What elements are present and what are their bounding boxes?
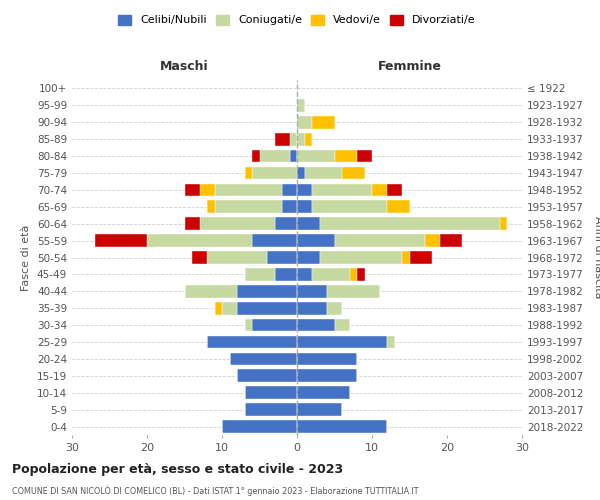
Bar <box>402 251 409 264</box>
Legend: Celibi/Nubili, Coniugati/e, Vedovi/e, Divorziati/e: Celibi/Nubili, Coniugati/e, Vedovi/e, Di… <box>118 14 476 26</box>
Bar <box>349 268 357 280</box>
Bar <box>275 268 297 280</box>
Bar <box>297 404 342 416</box>
Bar <box>290 133 297 145</box>
Bar <box>297 133 305 145</box>
Bar <box>237 285 297 298</box>
Bar <box>297 319 335 332</box>
Bar <box>222 302 237 314</box>
Bar <box>229 352 297 366</box>
Bar <box>252 150 260 162</box>
Bar <box>312 116 335 128</box>
Bar <box>199 184 215 196</box>
Bar <box>439 234 462 247</box>
Bar <box>252 234 297 247</box>
Bar <box>207 336 297 348</box>
Y-axis label: Anni di nascita: Anni di nascita <box>593 216 600 298</box>
Bar <box>185 184 199 196</box>
Y-axis label: Fasce di età: Fasce di età <box>22 224 31 290</box>
Bar <box>297 200 312 213</box>
Bar <box>342 166 365 179</box>
Bar <box>207 200 215 213</box>
Bar <box>215 184 282 196</box>
Bar <box>282 200 297 213</box>
Text: Maschi: Maschi <box>160 60 209 73</box>
Bar <box>245 386 297 399</box>
Bar <box>297 184 312 196</box>
Bar <box>320 218 499 230</box>
Bar <box>297 420 387 433</box>
Bar <box>245 166 252 179</box>
Bar <box>357 150 372 162</box>
Text: COMUNE DI SAN NICOLÒ DI COMELICO (BL) - Dati ISTAT 1° gennaio 2023 - Elaborazion: COMUNE DI SAN NICOLÒ DI COMELICO (BL) - … <box>12 485 419 496</box>
Bar <box>297 166 305 179</box>
Bar <box>267 251 297 264</box>
Bar <box>297 352 357 366</box>
Text: Popolazione per età, sesso e stato civile - 2023: Popolazione per età, sesso e stato civil… <box>12 462 343 475</box>
Bar <box>275 218 297 230</box>
Bar <box>297 116 312 128</box>
Bar <box>312 268 349 280</box>
Bar <box>297 386 349 399</box>
Bar <box>305 166 342 179</box>
Bar <box>282 184 297 196</box>
Bar <box>357 268 365 280</box>
Bar <box>297 150 335 162</box>
Bar <box>185 285 237 298</box>
Bar <box>409 251 432 264</box>
Bar <box>297 251 320 264</box>
Bar <box>387 336 395 348</box>
Bar <box>222 420 297 433</box>
Bar <box>192 251 207 264</box>
Bar <box>297 268 312 280</box>
Bar <box>387 184 402 196</box>
Bar <box>499 218 507 230</box>
Bar <box>245 319 252 332</box>
Bar <box>252 319 297 332</box>
Bar <box>237 302 297 314</box>
Bar <box>207 251 267 264</box>
Bar <box>245 268 275 280</box>
Bar <box>297 234 335 247</box>
Bar <box>425 234 439 247</box>
Bar <box>320 251 402 264</box>
Bar <box>290 150 297 162</box>
Bar <box>297 285 327 298</box>
Bar <box>275 133 290 145</box>
Bar <box>297 370 357 382</box>
Bar <box>297 218 320 230</box>
Bar <box>199 218 275 230</box>
Bar <box>260 150 290 162</box>
Bar <box>297 336 387 348</box>
Bar <box>297 99 305 112</box>
Bar <box>327 285 380 298</box>
Bar <box>372 184 387 196</box>
Bar <box>237 370 297 382</box>
Bar <box>312 200 387 213</box>
Bar <box>297 302 327 314</box>
Bar <box>335 234 425 247</box>
Bar <box>215 302 222 314</box>
Bar <box>185 218 199 230</box>
Bar <box>335 319 349 332</box>
Bar <box>387 200 409 213</box>
Bar <box>312 184 372 196</box>
Bar <box>215 200 282 213</box>
Bar <box>335 150 357 162</box>
Bar <box>245 404 297 416</box>
Bar <box>327 302 342 314</box>
Text: Femmine: Femmine <box>377 60 442 73</box>
Bar <box>252 166 297 179</box>
Bar <box>95 234 147 247</box>
Bar <box>305 133 312 145</box>
Bar <box>147 234 252 247</box>
